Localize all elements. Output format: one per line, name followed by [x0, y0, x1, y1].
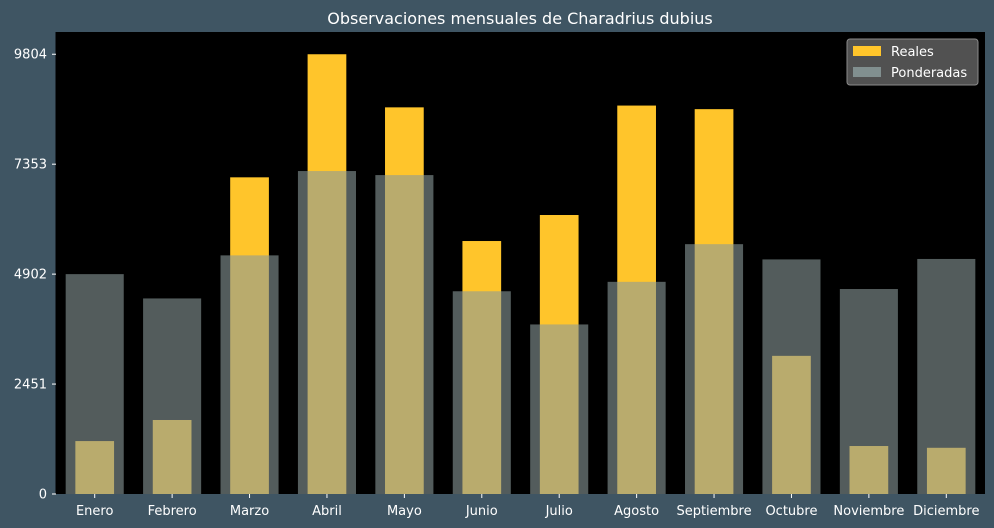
plot-area — [56, 32, 985, 494]
x-tick-label: Junio — [465, 504, 498, 519]
bar-ponderadas-mayo — [375, 175, 434, 494]
x-tick-label: Septiembre — [676, 504, 751, 519]
x-tick-label: Febrero — [148, 504, 197, 519]
bar-ponderadas-abril — [297, 171, 356, 495]
bar-ponderadas-enero — [65, 274, 124, 494]
x-axis: Enero Febrero Marzo Abril Mayo Junio Julio Agos… — [76, 494, 979, 519]
y-tick-label: 7353 — [14, 158, 47, 173]
y-tick-label: 2451 — [14, 378, 47, 393]
x-tick-label: Julio — [545, 504, 573, 519]
bar-ponderadas-agosto — [607, 281, 666, 494]
x-tick-label: Diciembre — [913, 504, 979, 519]
bar-ponderadas-septiembre — [685, 244, 744, 494]
legend-label-ponderadas: Ponderadas — [891, 66, 967, 81]
legend-label-reales: Reales — [891, 45, 934, 60]
x-tick-label: Enero — [76, 504, 114, 519]
x-tick-label: Marzo — [230, 504, 269, 519]
bar-ponderadas-julio — [530, 324, 589, 494]
x-tick-label: Noviembre — [833, 504, 904, 519]
y-tick-label: 0 — [39, 488, 47, 503]
x-tick-label: Abril — [312, 504, 342, 519]
y-tick-label: 4902 — [14, 268, 47, 283]
y-tick-label: 9804 — [14, 48, 47, 63]
legend-swatch-reales — [853, 46, 881, 56]
bar-ponderadas-marzo — [220, 255, 279, 494]
legend: Reales Ponderadas — [846, 38, 979, 86]
x-tick-label: Agosto — [614, 504, 659, 519]
bar-ponderadas-febrero — [143, 298, 202, 494]
bar-ponderadas-noviembre — [839, 289, 898, 494]
bar-ponderadas-junio — [452, 291, 511, 494]
y-axis: 0 2451 4902 7353 9804 — [14, 32, 57, 503]
x-tick-label: Octubre — [765, 504, 817, 519]
x-tick-label: Mayo — [387, 504, 422, 519]
legend-swatch-ponderadas — [853, 67, 881, 77]
bars-layer — [65, 54, 976, 495]
chart-title: Observaciones mensuales de Charadrius du… — [327, 9, 712, 28]
bar-ponderadas-diciembre — [917, 258, 976, 494]
bar-ponderadas-octubre — [762, 259, 821, 494]
